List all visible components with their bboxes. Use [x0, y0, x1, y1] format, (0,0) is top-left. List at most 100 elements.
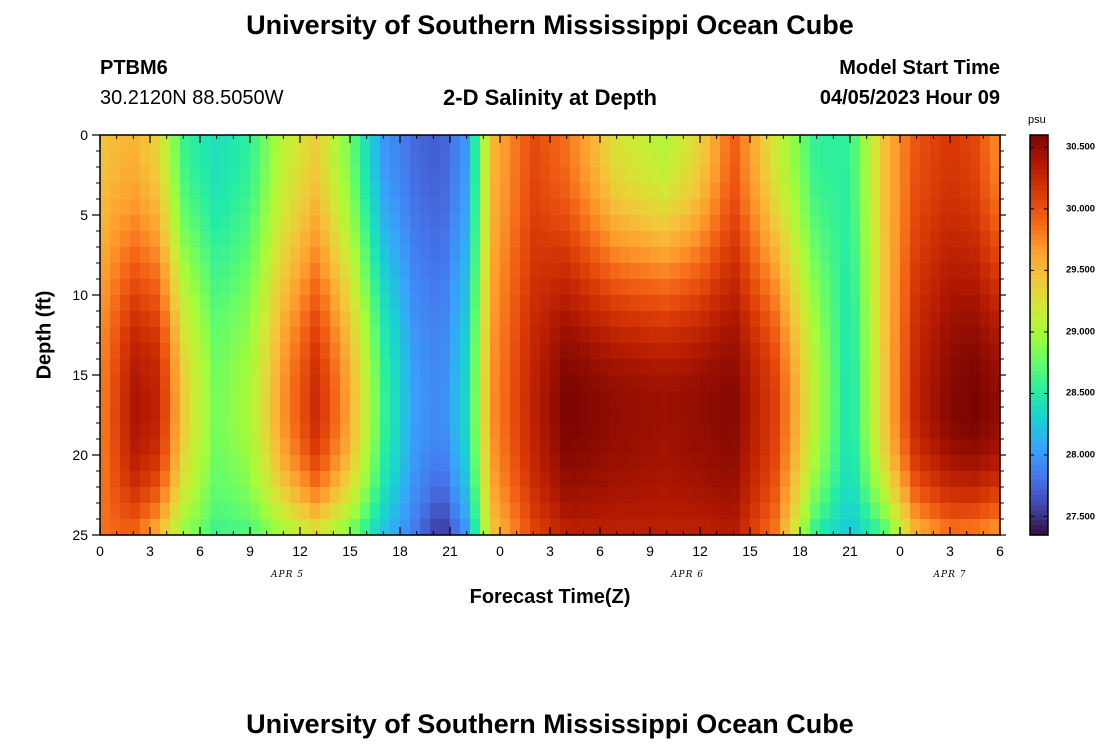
heatmap-cell	[710, 487, 721, 504]
heatmap-cell	[850, 343, 861, 360]
heatmap-cell	[200, 135, 211, 152]
heatmap-cell	[810, 327, 821, 344]
heatmap-cell	[210, 327, 221, 344]
heatmap-cell	[110, 375, 121, 392]
heatmap-cell	[700, 487, 711, 504]
heatmap-cell	[840, 279, 851, 296]
heatmap-cell	[150, 311, 161, 328]
heatmap-cell	[590, 151, 601, 168]
heatmap-cell	[150, 199, 161, 216]
heatmap-cell	[730, 391, 741, 408]
heatmap-cell	[680, 487, 691, 504]
heatmap-cell	[170, 343, 181, 360]
heatmap-cell	[820, 407, 831, 424]
heatmap-cell	[700, 311, 711, 328]
heatmap-cell	[100, 167, 111, 184]
heatmap-cell	[610, 215, 621, 232]
heatmap-cell	[820, 471, 831, 488]
heatmap-cell	[230, 247, 241, 264]
heatmap-cell	[250, 471, 261, 488]
heatmap-cell	[690, 279, 701, 296]
heatmap-cell	[500, 439, 511, 456]
heatmap-cell	[360, 423, 371, 440]
heatmap-cell	[760, 519, 771, 536]
heatmap-cell	[900, 167, 911, 184]
heatmap-cell	[660, 279, 671, 296]
heatmap-cell	[750, 391, 761, 408]
colorbar-segment	[1030, 400, 1048, 406]
heatmap-cell	[790, 375, 801, 392]
heatmap-cell	[260, 519, 271, 536]
heatmap-cell	[920, 487, 931, 504]
heatmap-cell	[960, 311, 971, 328]
heatmap-cell	[770, 199, 781, 216]
heatmap-cell	[950, 247, 961, 264]
heatmap-cell	[170, 231, 181, 248]
colorbar-segment	[1030, 390, 1048, 396]
heatmap-cell	[650, 391, 661, 408]
heatmap-cell	[560, 487, 571, 504]
heatmap-cell	[840, 439, 851, 456]
heatmap-cell	[150, 343, 161, 360]
heatmap-cell	[870, 519, 881, 536]
heatmap-cell	[430, 407, 441, 424]
heatmap-cell	[480, 391, 491, 408]
heatmap-cell	[430, 359, 441, 376]
heatmap-cell	[840, 487, 851, 504]
heatmap-cell	[410, 391, 421, 408]
heatmap-cell	[250, 231, 261, 248]
heatmap-cell	[340, 183, 351, 200]
heatmap-cell	[550, 263, 561, 280]
heatmap-cell	[210, 471, 221, 488]
heatmap-cell	[280, 503, 291, 520]
heatmap-cell	[130, 151, 141, 168]
heatmap-cell	[910, 423, 921, 440]
heatmap-cell	[910, 231, 921, 248]
heatmap-cell	[970, 167, 981, 184]
heatmap-cell	[460, 423, 471, 440]
heatmap-cell	[990, 359, 1001, 376]
heatmap-cell	[380, 167, 391, 184]
colorbar-segment	[1030, 165, 1048, 171]
heatmap-cell	[510, 151, 521, 168]
heatmap-cell	[140, 279, 151, 296]
heatmap-cell	[370, 359, 381, 376]
page-title: University of Southern Mississippi Ocean…	[246, 10, 854, 40]
heatmap-cell	[520, 199, 531, 216]
heatmap-cell	[500, 327, 511, 344]
heatmap-cell	[870, 391, 881, 408]
heatmap-cell	[230, 439, 241, 456]
heatmap-cell	[820, 359, 831, 376]
heatmap-cell	[130, 439, 141, 456]
heatmap-cell	[100, 455, 111, 472]
heatmap-cell	[620, 215, 631, 232]
colorbar-segment	[1030, 325, 1048, 331]
colorbar-segment	[1030, 295, 1048, 301]
heatmap-cell	[460, 263, 471, 280]
heatmap-cell	[590, 183, 601, 200]
heatmap-cell	[540, 455, 551, 472]
heatmap-cell	[590, 327, 601, 344]
heatmap-cell	[940, 279, 951, 296]
heatmap-cell	[750, 263, 761, 280]
heatmap-cell	[660, 231, 671, 248]
heatmap-cell	[420, 471, 431, 488]
heatmap-cell	[120, 519, 131, 536]
heatmap-cell	[520, 439, 531, 456]
heatmap-cell	[180, 167, 191, 184]
heatmap-cell	[800, 311, 811, 328]
heatmap-cell	[380, 295, 391, 312]
heatmap-cell	[230, 295, 241, 312]
heatmap-cell	[210, 375, 221, 392]
heatmap-cell	[250, 215, 261, 232]
heatmap-cell	[840, 423, 851, 440]
heatmap-cell	[520, 375, 531, 392]
heatmap-cell	[940, 407, 951, 424]
heatmap-cell	[650, 135, 661, 152]
heatmap-cell	[800, 215, 811, 232]
heatmap-cell	[610, 247, 621, 264]
heatmap-cell	[430, 343, 441, 360]
heatmap-cell	[460, 407, 471, 424]
heatmap-cell	[420, 503, 431, 520]
heatmap-cell	[260, 247, 271, 264]
